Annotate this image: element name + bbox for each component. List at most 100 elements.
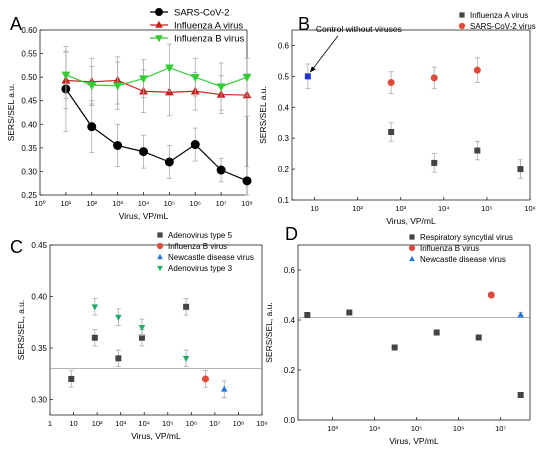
panel-A: A 0.25 0.30 0.35 0.40 0.45 0.50 0.55 0.60 10⁰ 10¹ 1… xyxy=(6,8,253,222)
y-axis-label: SERS/SEL, a.u. xyxy=(16,300,26,360)
x-tick-label: 10¹ xyxy=(60,199,71,208)
series-2 xyxy=(517,311,524,318)
x-axis-label: Virus, VP/mL xyxy=(386,216,436,226)
y-tick-label: 0.50 xyxy=(21,73,37,82)
series-line xyxy=(65,79,248,96)
y-tick-label: 0.6 xyxy=(278,41,290,50)
x-tick-label: 10⁶ xyxy=(186,419,197,428)
data-point xyxy=(139,75,148,84)
data-point xyxy=(182,355,190,362)
legend-label: Influenza B virus xyxy=(168,242,227,251)
data-point xyxy=(91,334,98,341)
data-point xyxy=(304,73,311,80)
data-point xyxy=(190,140,200,150)
x-tick-label: 10⁶ xyxy=(190,199,201,208)
x-tick-label: 10⁴ xyxy=(138,419,150,428)
legend-marker xyxy=(155,20,163,28)
legend: Influenza A virus SARS-CoV-2 virus xyxy=(458,11,536,31)
x-tick-label: 10⁵ xyxy=(164,199,175,208)
x-tick-label: 1 xyxy=(48,419,52,428)
annotation-text: Control without viruses xyxy=(316,24,402,34)
annotation-arrow xyxy=(310,35,339,72)
x-tick-label: 10⁷ xyxy=(216,199,227,208)
series-0 xyxy=(61,46,252,196)
data-point xyxy=(202,375,210,383)
plot-frame xyxy=(291,29,531,201)
series-0 xyxy=(68,298,190,388)
y-tick-label: 0.25 xyxy=(21,191,37,200)
x-tick-label: 10² xyxy=(352,204,363,213)
x-tick-label: 10⁸ xyxy=(233,419,245,428)
data-point xyxy=(61,71,71,80)
data-point xyxy=(139,147,148,157)
data-point xyxy=(113,141,123,150)
x-tick-label: 10 xyxy=(69,419,77,428)
series-1 xyxy=(487,291,495,299)
data-point xyxy=(517,166,524,173)
series-2 xyxy=(61,43,252,111)
x-tick-label: 10³ xyxy=(395,204,406,213)
plot-frame xyxy=(49,244,263,416)
panel-letter-C: C xyxy=(10,237,23,257)
x-tick-label: 10⁵ xyxy=(481,204,492,213)
data-point xyxy=(87,122,97,132)
x-tick-label: 10⁴ xyxy=(138,199,150,208)
panel-letter-A: A xyxy=(10,14,22,34)
y-tick-label: 0.1 xyxy=(278,196,290,205)
x-axis-label: Virus, VP/mL xyxy=(389,436,439,446)
x-tick-label: 10⁵ xyxy=(411,424,422,433)
x-tick-label: 10⁶ xyxy=(453,424,464,433)
data-point xyxy=(220,385,228,392)
legend-label: SARS-CoV-2 xyxy=(174,8,229,19)
data-point xyxy=(115,314,122,321)
data-point xyxy=(487,291,495,299)
x-tick-label: 10⁶ xyxy=(524,204,535,213)
data-point xyxy=(190,73,200,82)
data-point xyxy=(474,147,481,154)
data-point xyxy=(387,79,395,87)
x-tick-label: 10⁸ xyxy=(241,199,253,208)
data-point xyxy=(304,312,311,318)
legend-marker xyxy=(458,22,466,30)
data-point xyxy=(431,159,438,166)
data-point xyxy=(346,309,353,316)
x-tick-label: 10 xyxy=(310,204,318,213)
data-point xyxy=(115,355,122,362)
y-axis-label: SERS/SEL a.u. xyxy=(6,84,16,142)
x-tick-label: 10⁹ xyxy=(256,419,268,428)
y-tick-label: 0.45 xyxy=(31,241,47,250)
y-tick-label: 0.2 xyxy=(278,165,290,174)
y-tick-label: 0.60 xyxy=(21,26,37,35)
series-line xyxy=(65,88,248,182)
y-tick-label: 0.30 xyxy=(31,396,47,405)
y-tick-label: 0.40 xyxy=(31,293,47,302)
data-point xyxy=(164,64,174,73)
series-2 xyxy=(220,380,228,398)
x-tick-label: 10⁴ xyxy=(369,424,381,433)
x-tick-label: 10⁷ xyxy=(495,424,506,433)
y-axis-label: SERS/SEL a.u. xyxy=(258,86,268,144)
panel-letter-D: D xyxy=(285,224,298,244)
plot-frame xyxy=(297,244,531,421)
y-tick-label: 0.4 xyxy=(284,316,296,325)
data-point xyxy=(216,83,226,92)
data-point xyxy=(87,81,97,90)
y-tick-label: 0.30 xyxy=(21,167,37,176)
x-axis-label: Virus, VP/mL xyxy=(119,211,169,221)
x-tick-label: 10⁷ xyxy=(209,419,220,428)
data-point xyxy=(68,375,75,382)
legend-label: SARS-CoV-2 virus xyxy=(470,22,536,31)
y-tick-label: 0.35 xyxy=(21,144,37,153)
legend-marker xyxy=(409,234,415,240)
data-point xyxy=(391,344,398,351)
series-0 xyxy=(304,309,524,398)
legend: Adenovirus type 5 Influenza B virus Newcas… xyxy=(156,231,254,273)
y-tick-label: 0.55 xyxy=(21,50,37,59)
legend-marker xyxy=(157,232,163,238)
x-tick-label: 10² xyxy=(92,419,103,428)
y-tick-label: 0.35 xyxy=(31,344,47,353)
data-point xyxy=(242,73,252,82)
legend-label: Adenovirus type 5 xyxy=(168,231,233,240)
x-axis-label: Virus, VP/mL xyxy=(131,431,181,441)
x-tick-label: 10⁴ xyxy=(438,204,450,213)
